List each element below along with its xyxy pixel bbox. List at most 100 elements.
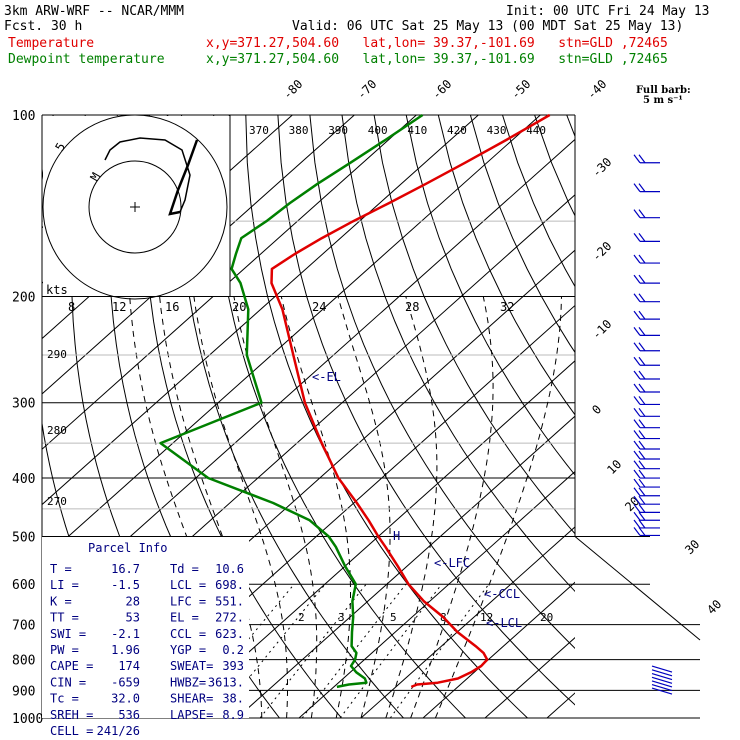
mixing-ratio-label: 2	[298, 611, 305, 624]
pressure-label-900: 900	[12, 684, 35, 699]
isotherm-label: -30	[589, 155, 614, 180]
isotherm-label: -60	[429, 77, 454, 102]
theta-label: 370	[249, 124, 269, 137]
right-axis-lower	[574, 536, 701, 641]
isotherm-label: 40	[704, 597, 724, 617]
speed-tick-label: 24	[312, 300, 326, 314]
parcel-info-cell: LCL =	[170, 578, 206, 592]
wind-barb-flag	[633, 460, 641, 470]
parcel-info-cell: EL =	[170, 611, 199, 625]
wind-barb-flag	[633, 310, 641, 320]
parcel-info-cell: TT =	[50, 611, 79, 625]
isotherm-line	[360, 526, 575, 718]
dry-adiabat	[663, 115, 740, 718]
parcel-info-cell: 8.9	[222, 708, 244, 722]
isotherm-line	[42, 115, 417, 450]
isotherm-label: -20	[589, 239, 614, 264]
el-label: <-EL	[312, 370, 341, 384]
wind-barb-flag	[633, 342, 641, 352]
wind-barb-flag	[638, 183, 646, 193]
parcel-info-cell: 698.	[215, 578, 244, 592]
dry-adiabat	[437, 115, 575, 416]
isotherm-label: 10	[604, 457, 624, 477]
wind-barb-flag	[638, 342, 646, 352]
isotherm-label: -10	[589, 317, 614, 342]
isotherm-label: -40	[584, 77, 609, 102]
temperature-legend: Temperature	[8, 36, 94, 51]
wind-barb-flag	[633, 511, 641, 521]
wind-barb-flag	[638, 469, 646, 479]
wind-barb-flag	[633, 527, 641, 536]
moist-adiabat	[410, 296, 494, 718]
wind-barb-low	[651, 680, 673, 688]
mixing-ratio-label: 20	[540, 611, 553, 624]
wind-barb-flag	[633, 254, 641, 264]
wind-barb-flag	[638, 327, 646, 336]
wind-barb-flag	[633, 487, 641, 497]
wind-barb-flag	[638, 274, 646, 284]
hodograph-ring-outer	[42, 114, 228, 300]
pressure-label-300: 300	[12, 397, 35, 412]
wind-barb-flag	[638, 154, 646, 164]
parcel-info-cell: 174	[118, 659, 140, 673]
wind-barb-flag	[638, 310, 646, 320]
wind-barb-flag	[633, 356, 641, 366]
wind-barb-flag	[638, 519, 646, 529]
parcel-info-box	[42, 537, 249, 718]
wind-barb-low	[651, 676, 673, 684]
parcel-info-cell: 551.	[215, 594, 244, 608]
parcel-info-cell: -1.5	[111, 578, 140, 592]
wind-barb-flag	[638, 495, 646, 505]
parcel-info-cell: 28	[126, 594, 140, 608]
lfc-label: <-LFC	[434, 556, 470, 570]
parcel-info-cell: SWI =	[50, 627, 86, 641]
theta-label-low: 290	[47, 348, 67, 361]
parcel-info-cell: 536	[118, 708, 140, 722]
isotherm-line	[484, 636, 575, 718]
wind-barb-flag	[633, 293, 641, 303]
wind-barb-flag	[633, 430, 641, 439]
parcel-info-cell: Td =	[170, 562, 199, 576]
isotherm-line	[42, 138, 575, 616]
parcel-info-cell: -2.1	[111, 627, 140, 641]
isotherm-label: -50	[508, 77, 533, 102]
isotherm-line	[298, 470, 575, 718]
dewpoint-legend: Dewpoint temperature	[8, 52, 165, 67]
temperature-location: x,y=371.27,504.60 lat,lon= 39.37,-101.69…	[206, 36, 668, 51]
hodograph-bg	[43, 116, 230, 296]
mixing-ratio-label: 3	[338, 611, 345, 624]
theta-label-low: 270	[47, 495, 67, 508]
theta-label: 420	[447, 124, 467, 137]
parcel-info-cell: 32.0	[111, 692, 140, 706]
isotherm-label: 0	[589, 402, 604, 417]
wind-barb-flag	[633, 209, 641, 219]
wind-barb-flag	[638, 209, 646, 219]
parcel-info-cell: 10.6	[215, 562, 244, 576]
wind-barb-flag	[638, 293, 646, 303]
parcel-info-cell: PW =	[50, 643, 79, 657]
isotherm-line	[42, 115, 355, 395]
parcel-info-cell: 393	[222, 659, 244, 673]
theta-label: 380	[289, 124, 309, 137]
dry-adiabat	[502, 115, 575, 288]
theta-label-low: 280	[47, 424, 67, 437]
theta-label: 440	[526, 124, 546, 137]
theta-label: 400	[368, 124, 388, 137]
parcel-info-cell: SREH =	[50, 708, 93, 722]
parcel-info-cell: CELL =	[50, 724, 93, 738]
pressure-label-700: 700	[12, 619, 35, 634]
speed-tick-label: 8	[68, 300, 75, 314]
barb-legend-title: Full barb:	[636, 85, 691, 96]
speed-tick-label: 28	[405, 300, 419, 314]
wind-barb-flag	[638, 370, 646, 380]
pressure-label-400: 400	[12, 472, 35, 487]
pressure-label-1000: 1000	[12, 712, 43, 727]
valid-time: Valid: 06 UTC Sat 25 May 13 (00 MDT Sat …	[292, 19, 683, 34]
init-time: Init: 00 UTC Fri 24 May 13	[506, 4, 710, 19]
wind-barb-flag	[638, 527, 646, 536]
wind-barb-low	[651, 665, 673, 673]
barb-legend-value: 5 m s⁻¹	[643, 95, 683, 106]
pressure-label-800: 800	[12, 654, 35, 669]
wind-barb-flag	[638, 487, 646, 497]
